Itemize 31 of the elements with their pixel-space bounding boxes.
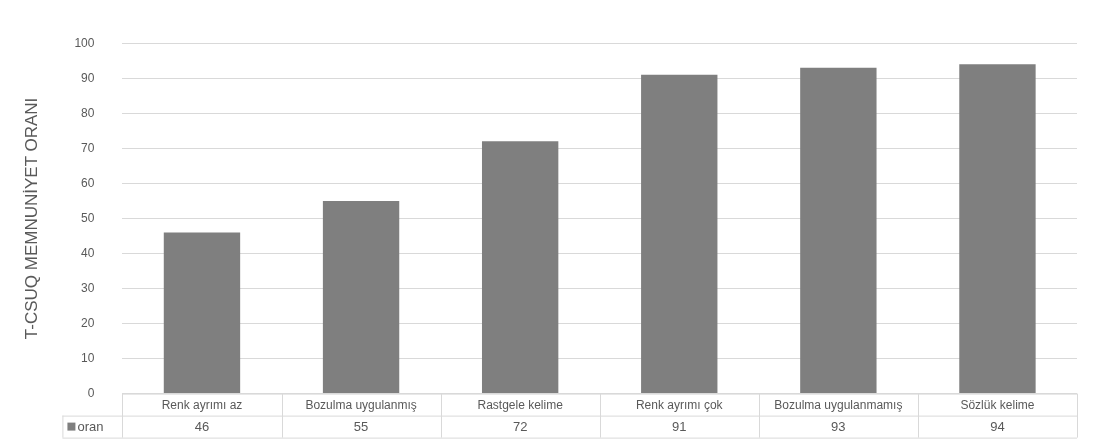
x-tick-label: Rastgele kelime — [477, 398, 564, 413]
y-tick-label: 90 — [81, 70, 95, 85]
x-tick-label: Bozulma uygulanmamış — [774, 398, 903, 413]
data-label: 93 — [831, 419, 846, 435]
legend-label: oran — [77, 419, 104, 435]
y-tick-label: 10 — [81, 350, 95, 365]
y-tick-label: 80 — [81, 105, 95, 120]
data-label: 55 — [353, 419, 369, 435]
y-tick-label: 0 — [87, 385, 95, 400]
bar — [959, 64, 1036, 394]
y-tick-label: 60 — [81, 175, 95, 190]
x-tick-label: Sözlük kelime — [960, 398, 1035, 413]
y-tick-label: 50 — [81, 210, 95, 225]
bar — [800, 67, 877, 394]
data-label: 94 — [990, 419, 1005, 435]
y-tick-label: 40 — [81, 245, 95, 260]
y-axis-title: T-CSUQ MEMNUNİYET ORANI — [21, 97, 41, 340]
y-tick-label: 70 — [81, 140, 95, 155]
bar — [641, 74, 718, 394]
data-label: 91 — [672, 419, 687, 435]
data-label: 46 — [194, 419, 210, 435]
bar — [481, 141, 559, 394]
y-tick-label: 100 — [74, 35, 95, 50]
bar — [163, 232, 241, 394]
x-tick-label: Renk ayrımı az — [161, 398, 243, 413]
data-label: 72 — [512, 419, 528, 435]
x-tick-label: Bozulma uygulanmış — [305, 398, 417, 413]
y-tick-label: 20 — [81, 315, 95, 330]
bar — [322, 200, 400, 394]
y-tick-label: 30 — [81, 280, 95, 295]
x-tick-label: Renk ayrımı çok — [635, 398, 724, 413]
